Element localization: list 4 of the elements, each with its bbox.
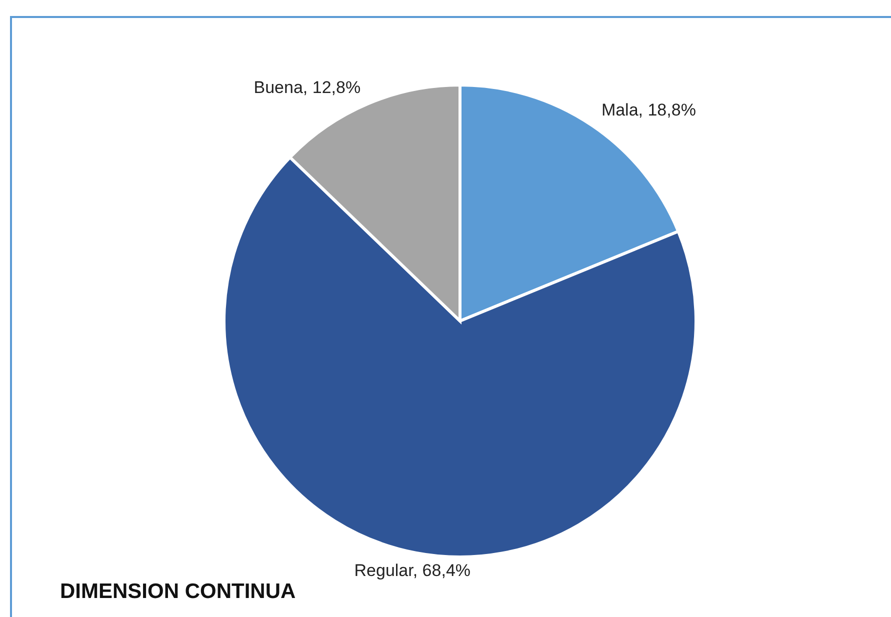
slice-label: Buena, 12,8% (254, 78, 361, 97)
text: DIMENSION CONTINUA (60, 580, 296, 604)
slice-label: Regular, 68,4% (354, 561, 471, 580)
slice-label: Mala, 18,8% (601, 100, 696, 120)
